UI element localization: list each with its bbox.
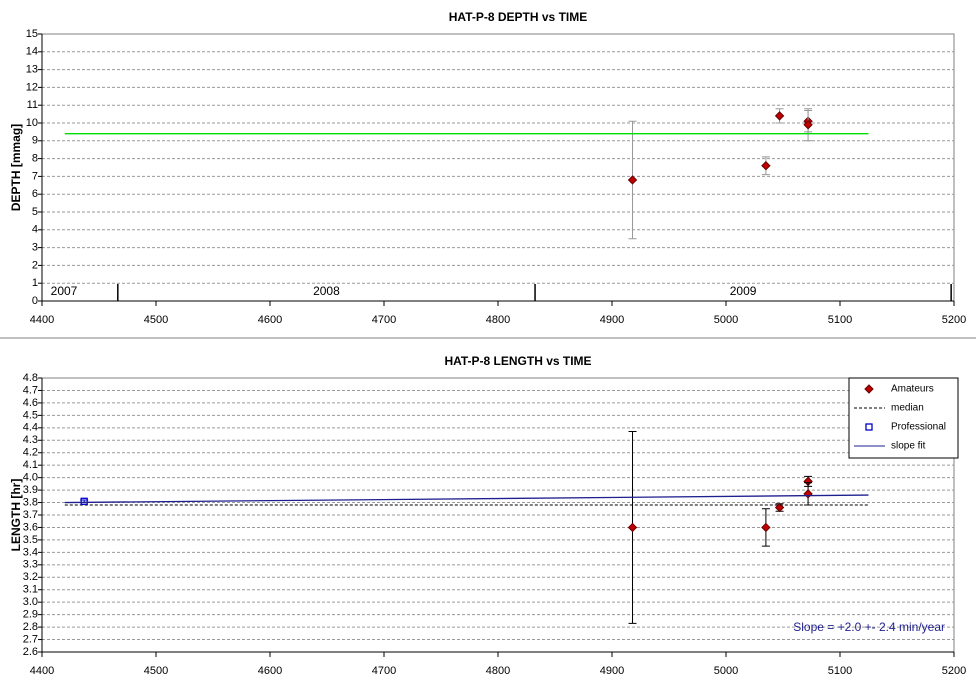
x-tick-label: 4800 xyxy=(486,314,510,326)
plot-area xyxy=(41,33,955,302)
x-tick-label: 4900 xyxy=(600,665,624,677)
data-point xyxy=(80,497,88,505)
legend-label: Amateurs xyxy=(891,384,934,395)
y-tick-label: 4.2 xyxy=(23,447,38,459)
data-point xyxy=(761,522,771,533)
x-tick-label: 4600 xyxy=(258,314,282,326)
year-label: 2009 xyxy=(730,284,757,298)
y-tick-label: 4.0 xyxy=(23,472,38,484)
y-tick-label: 4.3 xyxy=(23,434,38,446)
legend-swatch xyxy=(865,423,873,431)
y-axis-label: LENGTH [hr] xyxy=(9,479,23,552)
x-tick-label: 5200 xyxy=(942,314,966,326)
x-tick-label: 4700 xyxy=(372,665,396,677)
data-point xyxy=(761,161,771,171)
y-tick-label: 5 xyxy=(32,206,38,218)
y-tick-label: 1 xyxy=(32,277,38,289)
y-tick-label: 3.4 xyxy=(23,546,38,558)
y-tick-label: 4.5 xyxy=(23,409,38,421)
y-tick-label: 7 xyxy=(32,170,38,182)
y-tick-label: 13 xyxy=(26,64,38,76)
legend-swatch xyxy=(864,384,874,394)
y-tick-label: 0 xyxy=(32,295,38,307)
y-tick-label: 4 xyxy=(32,224,38,236)
y-tick-label: 9 xyxy=(32,135,38,147)
y-tick-label: 12 xyxy=(26,81,38,93)
y-tick-label: 14 xyxy=(26,46,38,58)
y-axis-label: DEPTH [mmag] xyxy=(9,124,23,211)
y-tick-label: 4.4 xyxy=(23,422,38,434)
y-tick-label: 4.6 xyxy=(23,397,38,409)
y-tick-label: 2.6 xyxy=(23,646,38,658)
y-tick-label: 2.7 xyxy=(23,633,38,645)
x-tick-label: 4700 xyxy=(372,314,396,326)
data-point xyxy=(774,111,785,121)
y-tick-label: 3 xyxy=(32,242,38,254)
x-tick-label: 4900 xyxy=(600,314,624,326)
y-tick-label: 4.7 xyxy=(23,384,38,396)
chart-title: HAT-P-8 DEPTH vs TIME xyxy=(449,10,587,24)
y-tick-label: 3.2 xyxy=(23,571,38,583)
x-tick-label: 4800 xyxy=(486,665,510,677)
x-tick-label: 4500 xyxy=(144,314,168,326)
y-tick-label: 3.8 xyxy=(23,496,38,508)
data-point xyxy=(627,175,638,185)
year-label: 2007 xyxy=(51,284,78,298)
y-tick-label: 3.0 xyxy=(23,596,38,608)
y-tick-label: 4.1 xyxy=(23,459,38,471)
y-tick-label: 3.3 xyxy=(23,559,38,571)
y-tick-label: 3.7 xyxy=(23,509,38,521)
x-tick-label: 5000 xyxy=(714,314,738,326)
fit-line xyxy=(64,494,869,504)
annotation: Slope = +2.0 +- 2.4 min/year xyxy=(793,620,945,634)
y-tick-label: 2.9 xyxy=(23,609,38,621)
chart-title: HAT-P-8 LENGTH vs TIME xyxy=(444,354,591,368)
y-tick-label: 2 xyxy=(32,259,38,271)
data-point xyxy=(774,502,785,513)
legend-label: slope fit xyxy=(891,441,926,452)
y-tick-label: 4.8 xyxy=(23,372,38,384)
y-tick-label: 11 xyxy=(27,99,38,111)
legend: Amateurs median Professional slope fit xyxy=(848,377,959,459)
y-tick-label: 3.5 xyxy=(23,534,38,546)
year-label: 2008 xyxy=(313,284,340,298)
x-tick-label: 4500 xyxy=(144,665,168,677)
y-tick-label: 3.6 xyxy=(23,521,38,533)
y-tick-label: 15 xyxy=(26,28,38,40)
x-tick-label: 5100 xyxy=(828,314,852,326)
x-tick-label: 5200 xyxy=(942,665,966,677)
legend-label: Professional xyxy=(891,422,946,433)
y-tick-label: 3.1 xyxy=(23,584,38,596)
x-tick-label: 4600 xyxy=(258,665,282,677)
x-tick-label: 4400 xyxy=(30,314,54,326)
legend-label: median xyxy=(891,403,924,414)
x-tick-label: 5000 xyxy=(714,665,738,677)
data-point xyxy=(803,120,813,130)
y-tick-label: 6 xyxy=(32,188,38,200)
y-tick-label: 2.8 xyxy=(23,621,38,633)
y-tick-label: 10 xyxy=(26,117,38,129)
data-point xyxy=(627,522,638,533)
y-tick-label: 8 xyxy=(32,153,38,165)
y-tick-label: 3.9 xyxy=(23,484,38,496)
x-tick-label: 5100 xyxy=(828,665,852,677)
x-tick-label: 4400 xyxy=(30,665,54,677)
